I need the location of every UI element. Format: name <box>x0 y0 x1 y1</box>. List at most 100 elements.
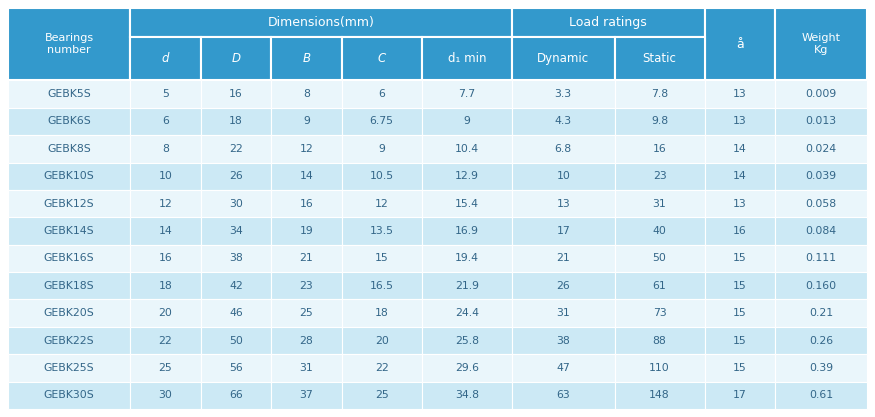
Bar <box>704 245 775 272</box>
Bar <box>341 327 422 354</box>
Bar <box>775 80 867 108</box>
Text: 0.024: 0.024 <box>806 144 836 154</box>
Bar <box>130 299 200 327</box>
Bar <box>271 245 341 272</box>
Text: 25: 25 <box>158 363 172 373</box>
Bar <box>422 354 512 382</box>
Text: 47: 47 <box>556 363 570 373</box>
Text: 14: 14 <box>158 226 172 236</box>
Text: 38: 38 <box>556 336 570 346</box>
Text: 16: 16 <box>229 89 243 99</box>
Bar <box>200 245 271 272</box>
Bar <box>775 135 867 163</box>
Text: 15: 15 <box>733 363 746 373</box>
Text: 14: 14 <box>733 144 746 154</box>
Bar <box>614 299 704 327</box>
Text: 5: 5 <box>162 89 169 99</box>
Text: 9: 9 <box>303 116 310 126</box>
Text: 13.5: 13.5 <box>370 226 394 236</box>
Bar <box>775 190 867 217</box>
Text: 6.8: 6.8 <box>555 144 571 154</box>
Bar <box>704 80 775 108</box>
Text: 8: 8 <box>303 89 310 99</box>
Text: 15: 15 <box>733 281 746 291</box>
Text: 20: 20 <box>158 308 172 318</box>
Bar <box>271 190 341 217</box>
Bar <box>341 80 422 108</box>
Text: 110: 110 <box>649 363 670 373</box>
Bar <box>341 272 422 299</box>
Text: GEBK25S: GEBK25S <box>44 363 94 373</box>
Bar <box>422 80 512 108</box>
Text: 0.21: 0.21 <box>809 308 833 318</box>
Text: 9.8: 9.8 <box>651 116 668 126</box>
Bar <box>614 382 704 409</box>
Bar <box>341 190 422 217</box>
Text: 34: 34 <box>229 226 243 236</box>
Text: 10.5: 10.5 <box>369 171 394 181</box>
Bar <box>130 37 200 80</box>
Bar <box>200 272 271 299</box>
Bar <box>775 299 867 327</box>
Text: 40: 40 <box>653 226 667 236</box>
Bar <box>775 382 867 409</box>
Bar <box>775 217 867 245</box>
Text: 25: 25 <box>374 390 388 400</box>
Text: 7.7: 7.7 <box>458 89 475 99</box>
Text: 16: 16 <box>299 198 313 208</box>
Text: 12: 12 <box>299 144 313 154</box>
Text: 15: 15 <box>733 254 746 264</box>
Text: 0.009: 0.009 <box>805 89 836 99</box>
Bar <box>8 299 130 327</box>
Bar <box>614 327 704 354</box>
Text: 6: 6 <box>378 89 385 99</box>
Bar <box>271 135 341 163</box>
Bar <box>512 163 614 190</box>
Text: 10: 10 <box>556 171 570 181</box>
Text: 31: 31 <box>556 308 570 318</box>
Bar <box>8 354 130 382</box>
Text: 37: 37 <box>299 390 313 400</box>
Text: 3.3: 3.3 <box>555 89 571 99</box>
Bar <box>200 135 271 163</box>
Text: Weight
Kg: Weight Kg <box>802 33 841 55</box>
Text: 12.9: 12.9 <box>455 171 479 181</box>
Text: GEBK10S: GEBK10S <box>44 171 94 181</box>
Bar <box>704 135 775 163</box>
Bar <box>775 245 867 272</box>
Bar <box>775 8 867 80</box>
Bar <box>704 8 775 80</box>
Bar <box>614 217 704 245</box>
Text: 0.058: 0.058 <box>806 198 836 208</box>
Bar <box>422 108 512 135</box>
Text: 23: 23 <box>299 281 313 291</box>
Text: 19.4: 19.4 <box>455 254 479 264</box>
Text: 21: 21 <box>299 254 313 264</box>
Bar <box>130 327 200 354</box>
Text: 50: 50 <box>653 254 667 264</box>
Text: 7.8: 7.8 <box>651 89 668 99</box>
Bar <box>8 382 130 409</box>
Bar <box>704 272 775 299</box>
Text: 19: 19 <box>299 226 313 236</box>
Text: 24.4: 24.4 <box>455 308 479 318</box>
Bar <box>775 108 867 135</box>
Bar <box>271 382 341 409</box>
Bar <box>200 354 271 382</box>
Bar <box>341 37 422 80</box>
Text: Static: Static <box>642 52 676 65</box>
Bar <box>614 163 704 190</box>
Bar <box>775 354 867 382</box>
Text: 13: 13 <box>556 198 570 208</box>
Bar <box>704 190 775 217</box>
Text: 38: 38 <box>229 254 243 264</box>
Bar <box>704 354 775 382</box>
Bar <box>8 135 130 163</box>
Text: 16: 16 <box>733 226 746 236</box>
Bar <box>8 108 130 135</box>
Bar <box>614 37 704 80</box>
Text: 17: 17 <box>733 390 746 400</box>
Bar <box>8 190 130 217</box>
Bar <box>614 80 704 108</box>
Bar <box>422 327 512 354</box>
